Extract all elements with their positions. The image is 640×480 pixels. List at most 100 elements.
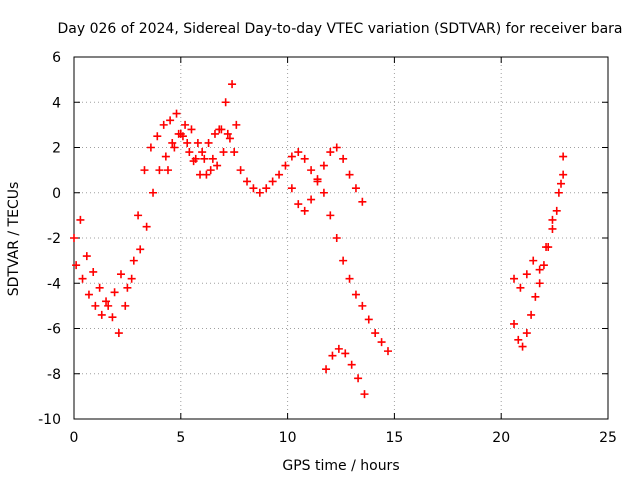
data-point <box>168 138 177 147</box>
data-point <box>510 274 519 283</box>
data-point <box>185 148 194 157</box>
series-track-1 <box>70 109 392 356</box>
data-point <box>223 129 232 138</box>
data-point <box>371 329 380 338</box>
data-point <box>354 374 363 383</box>
axis-ticks: 0 5 10 15 20 25 -10 -8 -6 -4 -2 0 2 4 6 <box>38 50 617 446</box>
data-point <box>176 129 185 138</box>
data-point <box>527 310 536 319</box>
data-point <box>243 177 252 186</box>
data-point <box>249 184 258 193</box>
data-point <box>332 234 341 242</box>
grid <box>74 57 608 419</box>
data-point <box>228 80 237 89</box>
data-point <box>76 215 85 224</box>
data-point <box>200 154 209 163</box>
data-point <box>181 120 190 129</box>
y-tick-label: 6 <box>52 50 61 66</box>
y-tick-label: -4 <box>47 276 61 292</box>
data-point <box>531 292 540 301</box>
data-point <box>198 148 207 157</box>
series-track-6 <box>510 152 568 351</box>
data-point <box>166 116 175 125</box>
data-point <box>529 256 538 265</box>
data-point <box>518 342 527 351</box>
data-point <box>189 157 198 166</box>
data-point <box>360 390 369 399</box>
data-point <box>358 301 367 310</box>
data-point <box>129 256 138 265</box>
data-point <box>281 161 290 170</box>
x-axis-label: GPS time / hours <box>282 458 399 474</box>
data-point <box>294 148 303 157</box>
data-point <box>116 270 125 279</box>
data-point <box>134 211 143 220</box>
data-point <box>559 170 568 179</box>
data-point <box>300 154 309 163</box>
data-point <box>206 166 215 175</box>
data-point <box>142 222 151 231</box>
data-point <box>345 170 354 179</box>
data-point <box>127 274 136 283</box>
data-point <box>215 125 224 134</box>
data-point <box>225 134 234 143</box>
y-tick-label: -6 <box>47 322 61 338</box>
data-point <box>294 200 303 209</box>
data-point <box>559 152 568 161</box>
data-point <box>516 283 525 292</box>
data-point <box>307 195 316 204</box>
data-point <box>236 166 245 175</box>
data-point <box>322 365 331 374</box>
data-point <box>341 349 350 358</box>
data-point <box>522 329 531 338</box>
data-point <box>219 148 228 157</box>
data-point <box>110 288 119 297</box>
data-point <box>334 344 343 353</box>
x-tick-label: 10 <box>279 430 297 446</box>
data-point <box>170 143 179 152</box>
series-track-5 <box>322 344 369 399</box>
data-point <box>364 315 373 324</box>
data-point <box>275 170 284 179</box>
data-point <box>95 283 104 292</box>
data-point <box>183 138 192 147</box>
data-point <box>82 252 91 261</box>
data-point <box>351 184 360 193</box>
y-tick-label: 0 <box>52 186 61 202</box>
chart-title: Day 026 of 2024, Sidereal Day-to-day VTE… <box>57 21 622 37</box>
data-point <box>123 283 132 292</box>
y-tick-label: 4 <box>52 95 61 111</box>
data-point <box>255 188 264 197</box>
data-point <box>377 338 386 347</box>
x-tick-label: 15 <box>385 430 403 446</box>
data-point <box>332 143 341 152</box>
data-point <box>159 120 168 129</box>
series-track-4 <box>287 143 367 215</box>
data-point <box>210 129 219 138</box>
series-track-7 <box>510 170 568 292</box>
data-point <box>319 188 328 197</box>
data-point <box>268 177 277 186</box>
data-point <box>97 310 106 319</box>
y-tick-label: -8 <box>47 367 61 383</box>
data-point <box>121 301 130 310</box>
data-point <box>149 188 158 197</box>
data-point <box>232 120 241 129</box>
data-point <box>535 279 544 288</box>
y-tick-label: 2 <box>52 141 61 157</box>
data-point <box>514 335 523 344</box>
data-point <box>510 319 519 328</box>
data-point <box>313 175 322 184</box>
data-point <box>339 154 348 163</box>
data-point <box>339 256 348 265</box>
data-point <box>307 166 316 175</box>
data-point <box>287 152 296 161</box>
data-marks <box>70 80 568 399</box>
data-point <box>326 211 335 220</box>
data-point <box>351 290 360 299</box>
data-point <box>202 170 211 179</box>
y-axis-label: SDTVAR / TECUs <box>6 182 22 297</box>
data-point <box>287 184 296 193</box>
y-tick-label: -10 <box>38 412 61 428</box>
data-point <box>221 98 230 107</box>
